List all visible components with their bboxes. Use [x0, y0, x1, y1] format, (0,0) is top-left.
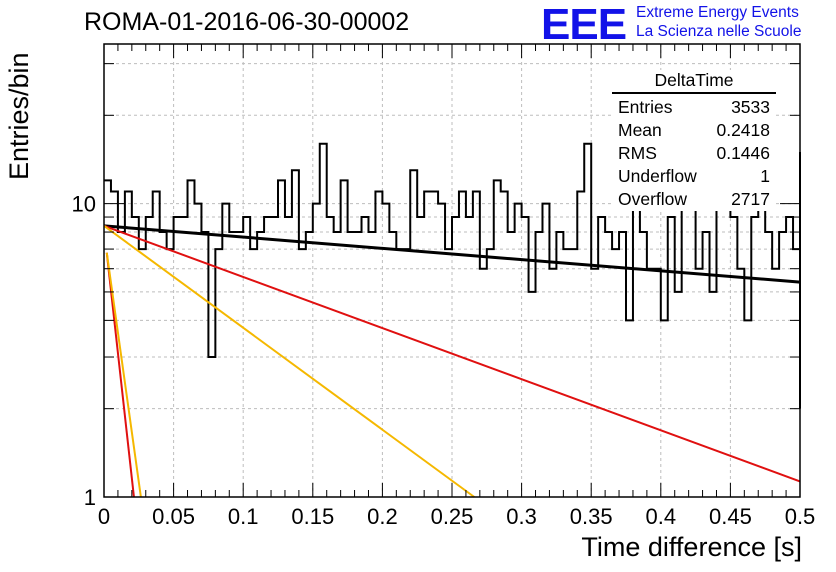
- stats-label: RMS: [618, 143, 657, 163]
- stats-row-underflow: Underflow 1: [612, 165, 776, 188]
- fit-line-2: [103, 225, 475, 498]
- fit-line-3: [105, 252, 135, 498]
- ticks: [103, 44, 801, 498]
- stats-label: Overflow: [618, 189, 688, 209]
- x-tick-label: 0.3: [506, 504, 537, 529]
- x-tick-label: 0.45: [709, 504, 752, 529]
- fit-line-1: [103, 224, 801, 483]
- x-tick-label: 0.15: [291, 504, 334, 529]
- stats-row-overflow: Overflow 2717: [612, 188, 776, 211]
- x-tick-label: 0.05: [152, 504, 195, 529]
- x-tick-label: 0.5: [785, 504, 816, 529]
- x-tick-label: 0.35: [570, 504, 613, 529]
- stats-label: Entries: [618, 97, 673, 117]
- stats-box: DeltaTime Entries 3533 Mean 0.2418 RMS 0…: [612, 70, 776, 211]
- y-tick-label: 10: [72, 192, 96, 217]
- x-tick-label: 0: [98, 504, 110, 529]
- x-tick-label: 0.1: [228, 504, 259, 529]
- x-axis-label: Time difference [s]: [581, 532, 802, 562]
- stats-row-entries: Entries 3533: [612, 96, 776, 119]
- y-axis-label: Entries/bin: [4, 52, 34, 180]
- chart-title: ROMA-01-2016-06-30-00002: [84, 8, 410, 36]
- stats-value: 0.1446: [716, 143, 770, 163]
- eee-logo: EEE: [541, 0, 627, 49]
- stats-value: 3533: [731, 97, 770, 117]
- stats-row-rms: RMS 0.1446: [612, 142, 776, 165]
- logo-line1: Extreme Energy Events: [636, 4, 799, 21]
- stats-value: 1: [760, 166, 770, 186]
- stats-row-mean: Mean 0.2418: [612, 119, 776, 142]
- stats-value: 0.2418: [716, 120, 770, 140]
- stats-label: Underflow: [618, 166, 697, 186]
- tick-labels: 0 0.05 0.1 0.15 0.2 0.25 0.3 0.35 0.4 0.45 0.5 1 10: [72, 192, 816, 529]
- logo-caption: Extreme Energy Events La Scienza nelle S…: [636, 3, 801, 41]
- logo-line2: La Scienza nelle Scuole: [636, 23, 802, 40]
- x-tick-label: 0.25: [431, 504, 474, 529]
- y-tick-label: 1: [84, 485, 96, 510]
- fit-line-4: [105, 252, 142, 498]
- x-tick-label: 0.2: [367, 504, 398, 529]
- stats-value: 2717: [731, 189, 770, 209]
- stats-label: Mean: [618, 120, 662, 140]
- stats-title: DeltaTime: [612, 70, 776, 94]
- fit-lines: [103, 224, 801, 498]
- x-tick-label: 0.4: [646, 504, 677, 529]
- fit-line-0: [103, 224, 801, 284]
